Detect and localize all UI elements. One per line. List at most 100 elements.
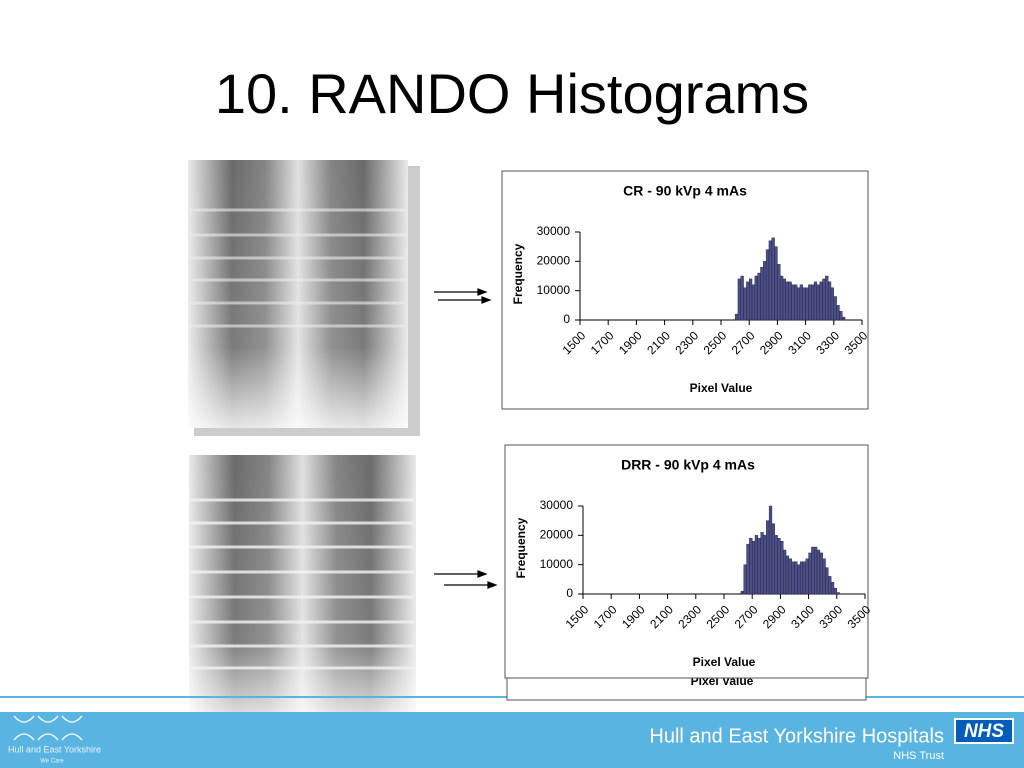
histogram-bar (746, 543, 750, 595)
histogram-bar (743, 287, 747, 321)
histogram-bar (799, 561, 804, 595)
histogram-bar (782, 278, 787, 321)
y-axis-label: Frequency (511, 243, 525, 304)
histogram-bar (788, 281, 792, 321)
histogram-bar (839, 310, 843, 321)
histogram-bar (802, 561, 806, 595)
histogram-bar (825, 567, 829, 595)
histogram-bar (830, 582, 835, 595)
histogram-bar (743, 564, 747, 595)
y-tick-label: 30000 (540, 498, 574, 512)
histogram-bar (771, 523, 775, 595)
histogram-bar (797, 564, 801, 595)
histogram-bar (822, 278, 826, 321)
histogram-bar (757, 538, 761, 595)
histogram-bar (774, 246, 778, 321)
histogram-bar (842, 316, 846, 321)
histogram-bar (737, 278, 741, 321)
chart-title: CR - 90 kVp 4 mAs (623, 183, 747, 199)
y-tick-label: 0 (563, 312, 570, 326)
histogram-bar (757, 272, 761, 321)
histogram-bar (808, 284, 812, 321)
histogram-bar (749, 538, 753, 595)
histogram-bar (819, 552, 823, 595)
y-tick-label: 0 (566, 586, 573, 600)
histogram-bar (828, 576, 832, 595)
histogram-bar (796, 287, 801, 321)
histogram-bar (777, 264, 781, 321)
histogram-bar (814, 546, 818, 595)
logo-text: Hull and East Yorkshire (8, 744, 101, 754)
y-axis-label: Frequency (514, 517, 528, 578)
xray-drr (189, 455, 416, 721)
histogram-bar (833, 296, 837, 321)
histogram-bar (740, 590, 744, 595)
histogram-bar (788, 558, 792, 595)
histogram-bar (785, 281, 789, 321)
histogram-bar (802, 287, 806, 321)
histogram-bar (768, 240, 772, 321)
histogram-bar (754, 535, 759, 595)
histogram-bar (836, 592, 840, 595)
y-tick-label: 20000 (537, 254, 571, 268)
xray-cr (188, 160, 420, 436)
histogram-bar (760, 266, 764, 321)
histogram-bar (794, 561, 798, 595)
histogram-bar (751, 284, 756, 321)
histogram-bar (765, 249, 770, 321)
histogram-bar (816, 549, 821, 595)
histogram-bar (836, 305, 840, 321)
histogram-bar (825, 275, 829, 321)
histogram-bar (808, 552, 812, 595)
y-tick-label: 10000 (537, 283, 571, 297)
histogram-bar (766, 520, 770, 595)
logo-motto: We Care (40, 759, 64, 765)
histogram-bar (748, 278, 753, 321)
y-tick-label: 20000 (540, 528, 574, 542)
histogram-bar (791, 284, 795, 321)
histogram-bar (813, 281, 818, 321)
x-axis-label: Pixel Value (693, 655, 756, 669)
histogram-bar (774, 535, 778, 595)
histogram-bar (783, 549, 787, 595)
histogram-bar (816, 284, 820, 321)
histogram-bar (771, 237, 775, 321)
chart-title: DRR - 90 kVp 4 mAs (621, 457, 755, 473)
histogram-bar (805, 287, 809, 321)
histogram-bar (791, 561, 795, 595)
histogram-bar (768, 505, 773, 595)
y-tick-label: 30000 (537, 224, 571, 238)
histogram-bar (734, 313, 739, 321)
histogram-bar (763, 535, 767, 595)
histogram-bar (777, 538, 781, 595)
histogram-bar (822, 558, 826, 595)
y-tick-label: 10000 (540, 557, 574, 571)
histogram-bar (746, 281, 750, 321)
footer: Hull and East Yorkshire We Care Hull and… (0, 696, 1024, 768)
histogram-bar (811, 284, 815, 321)
histogram-bar (830, 287, 835, 321)
histogram-bar (780, 275, 784, 321)
histogram-bar (833, 587, 838, 595)
histogram-bar (760, 532, 764, 595)
slide-title: 10. RANDO Histograms (215, 62, 809, 125)
nhs-badge: NHS (964, 721, 1004, 742)
histogram-bar (805, 558, 809, 595)
histogram-bar (794, 284, 798, 321)
trust-name: NHS Trust (893, 750, 944, 762)
org-name: Hull and East Yorkshire Hospitals (649, 725, 944, 747)
histogram-bar (819, 281, 823, 321)
histogram-bar (780, 540, 784, 595)
chart-cr: CR - 90 kVp 4 mAs Frequency Pixel Value 0 10… (501, 170, 871, 410)
histogram-bar (785, 555, 790, 595)
histogram-bar (740, 275, 744, 321)
histogram-bar (811, 546, 815, 595)
arrows (434, 288, 498, 589)
x-axis-label: Pixel Value (690, 381, 753, 395)
histogram-bar (827, 281, 832, 321)
chart-drr: DRR - 90 kVp 4 mAs Frequency Pixel Value 0 1… (504, 444, 874, 679)
histogram-bar (763, 261, 767, 321)
histogram-bar (754, 275, 758, 321)
